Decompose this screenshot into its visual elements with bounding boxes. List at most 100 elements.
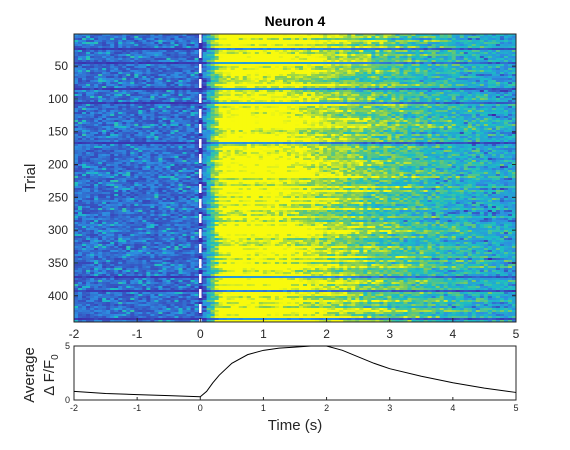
heatmap-cell <box>347 42 352 45</box>
heatmap-cell <box>311 40 316 43</box>
heatmap-cell <box>443 116 449 119</box>
heatmap-cell <box>455 118 461 121</box>
heatmap-cell <box>278 62 284 65</box>
heatmap-cell <box>411 98 417 101</box>
heatmap-cell <box>138 46 143 49</box>
heatmap-cell <box>311 66 316 69</box>
heatmap-cell <box>467 110 473 113</box>
heatmap-cell <box>82 82 87 85</box>
heatmap-cell <box>427 62 433 65</box>
heatmap-cell <box>319 62 324 65</box>
heatmap-cell <box>78 100 83 103</box>
heatmap-cell <box>278 80 284 83</box>
heatmap-cell <box>311 70 316 73</box>
heatmap-cell <box>218 48 224 51</box>
heatmap-cell <box>387 104 393 107</box>
heatmap-cell <box>391 40 397 43</box>
heatmap-cell <box>323 94 328 97</box>
heatmap-cell <box>90 60 95 63</box>
heatmap-cell <box>403 90 409 93</box>
heatmap-cell <box>206 66 212 69</box>
heatmap-cell <box>222 112 228 115</box>
heatmap-cell <box>278 72 284 75</box>
heatmap-cell <box>355 112 360 115</box>
heatmap-cell <box>86 82 91 85</box>
heatmap-cell <box>98 76 103 79</box>
heatmap-cell <box>282 44 288 47</box>
heatmap-cell <box>146 38 151 41</box>
heatmap-cell <box>274 44 280 47</box>
heatmap-cell <box>459 112 465 115</box>
heatmap-cell <box>355 80 360 83</box>
heatmap-cell <box>266 76 272 79</box>
heatmap-cell <box>379 104 384 107</box>
heatmap-cell <box>234 40 240 43</box>
heatmap-cell <box>286 88 292 91</box>
heatmap-cell <box>274 120 280 123</box>
heatmap-cell <box>503 70 509 73</box>
heatmap-cell <box>343 88 348 91</box>
heatmap-cell <box>411 110 417 113</box>
heatmap-cell <box>94 56 99 59</box>
heatmap-cell <box>230 104 236 107</box>
heatmap-cell <box>339 58 344 61</box>
heatmap-cell <box>303 98 308 101</box>
heatmap-cell <box>483 40 489 43</box>
heatmap-cell <box>299 80 304 83</box>
heatmap-cell <box>299 60 304 63</box>
heatmap-cell <box>371 56 376 59</box>
heatmap-cell <box>226 98 232 101</box>
heatmap-cell <box>134 76 139 79</box>
heatmap-cell <box>190 50 196 53</box>
heatmap-cell <box>170 98 176 101</box>
heatmap-cell <box>335 58 340 61</box>
heatmap-cell <box>94 114 99 117</box>
heatmap-cell <box>130 34 135 37</box>
heatmap-cell <box>423 44 429 47</box>
heatmap-cell <box>495 84 501 87</box>
heatmap-cell <box>166 104 172 107</box>
heatmap-cell <box>471 80 477 83</box>
heatmap-cell <box>355 70 360 73</box>
heatmap-cell <box>190 38 196 41</box>
heatmap-cell <box>299 34 304 37</box>
heatmap-cell <box>423 86 429 89</box>
heatmap-cell <box>286 90 292 93</box>
heatmap-cell <box>198 92 204 95</box>
heatmap-cell <box>258 66 264 69</box>
heatmap-cell <box>118 88 123 91</box>
heatmap-cell <box>491 100 497 103</box>
heatmap-cell <box>214 38 220 41</box>
heatmap-cell <box>391 106 397 109</box>
heatmap-cell <box>299 40 304 43</box>
heatmap-cell <box>174 90 180 93</box>
heatmap-cell <box>166 48 172 51</box>
heatmap-cell <box>307 58 312 61</box>
heatmap-cell <box>431 88 437 91</box>
heatmap-cell <box>427 68 433 71</box>
heatmap-cell <box>371 108 376 111</box>
heatmap-cell <box>270 112 276 115</box>
heatmap-cell <box>391 70 397 73</box>
heatmap-cell <box>319 50 324 53</box>
heatmap-cell <box>347 90 352 93</box>
heatmap-cell <box>274 102 280 105</box>
heatmap-cell <box>311 84 316 87</box>
heatmap-cell <box>375 82 380 85</box>
heatmap-cell <box>90 36 95 39</box>
heatmap-cell <box>415 86 421 89</box>
heatmap-cell <box>262 102 268 105</box>
heatmap-cell <box>214 80 220 83</box>
heatmap-cell <box>387 36 393 39</box>
heatmap-cell <box>98 34 103 37</box>
heatmap-cell <box>114 66 119 69</box>
heatmap-cell <box>511 58 516 61</box>
heatmap-cell <box>122 82 127 85</box>
heatmap-cell <box>218 90 224 93</box>
heatmap-cell <box>126 98 131 101</box>
heatmap-cell <box>182 92 188 95</box>
heatmap-cell <box>455 66 461 69</box>
heatmap-cell <box>230 54 236 57</box>
heatmap-cell <box>487 90 493 93</box>
heatmap-cell <box>90 68 95 71</box>
